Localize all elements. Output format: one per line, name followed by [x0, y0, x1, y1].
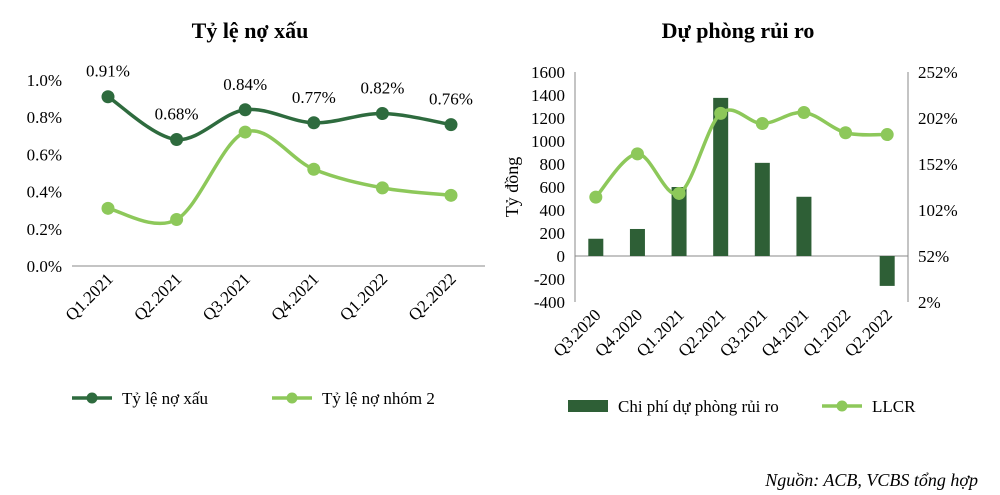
provision-y-tick-label: 400 [540, 201, 566, 220]
npl-data-label: 0.84% [223, 75, 267, 94]
npl-data-point [444, 118, 458, 132]
npl-data-point [101, 201, 115, 215]
provision-bar [588, 238, 604, 256]
npl-y-axis: 0.0% 0.2% 0.4% 0.6% 0.8% 1.0% [27, 71, 62, 276]
npl-x-tick-label: Q1.2021 [62, 269, 117, 324]
llcr-data-point [797, 105, 811, 119]
provision-y-axis-label: Tỷ đồng [502, 157, 522, 218]
npl-legend-label: Tỷ lệ nợ nhóm 2 [322, 389, 435, 408]
npl-data-label: 0.82% [360, 78, 404, 97]
provision-bar [879, 256, 895, 286]
provision-bar [754, 162, 770, 256]
llcr-data-point [714, 106, 728, 120]
provision-y-axis-left: -400 -200 0 200 400 600 800 1000 1200 1400 1600 [531, 63, 565, 312]
llcr-data-point [839, 126, 853, 140]
npl-y-tick-label: 0.6% [27, 145, 62, 164]
npl-legend: Tỷ lệ nợ xấu Tỷ lệ nợ nhóm 2 [72, 389, 435, 408]
llcr-series [589, 105, 894, 204]
npl-y-tick-label: 0.8% [27, 108, 62, 127]
npl-data-point [101, 90, 115, 104]
llcr-data-point [630, 147, 644, 161]
provision-legend-bar-swatch [568, 400, 608, 412]
npl-series-line [107, 129, 452, 226]
provision-y-tick-label: 600 [540, 178, 566, 197]
provision-bar [629, 228, 645, 256]
provision-y-tick-label: 1600 [531, 63, 565, 82]
npl-data-point [238, 103, 252, 117]
npl-y-tick-label: 0.4% [27, 183, 62, 202]
provision-chart: Dự phòng rủi ro Tỷ đồng -400 -200 0 200 400 6… [502, 18, 958, 416]
npl-y-tick-label: 1.0% [27, 71, 62, 90]
provision-y2-tick-label: 252% [918, 63, 958, 82]
provision-y2-tick-label: 102% [918, 201, 958, 220]
npl-series: 0.91% 0.68% 0.84% 0.77% 0.82% 0.76% [86, 62, 473, 226]
npl-data-point [170, 133, 184, 147]
provision-bar [713, 97, 729, 256]
npl-data-point [444, 188, 458, 202]
provision-y2-tick-label: 52% [918, 247, 949, 266]
source-note: Nguồn: ACB, VCBS tổng hợp [764, 470, 978, 490]
provision-y-tick-label: 1000 [531, 132, 565, 151]
provision-bars [588, 97, 895, 286]
provision-y-tick-label: 800 [540, 155, 566, 174]
provision-legend-bar-label: Chi phí dự phòng rủi ro [618, 397, 779, 416]
provision-x-axis: Q3.2020Q4.2020Q1.2021Q2.2021Q3.2021Q4.20… [549, 305, 896, 360]
provision-bar [796, 196, 812, 256]
npl-legend-marker [286, 392, 298, 404]
provision-legend: Chi phí dự phòng rủi ro LLCR [568, 397, 916, 416]
provision-y-tick-label: -200 [534, 270, 565, 289]
npl-data-point [307, 116, 321, 130]
provision-y-tick-label: 0 [557, 247, 566, 266]
npl-legend-label: Tỷ lệ nợ xấu [122, 389, 208, 408]
npl-x-axis: Q1.2021 Q2.2021 Q3.2021 Q4.2021 Q1.2022 Q2.20… [62, 269, 460, 324]
provision-chart-title: Dự phòng rủi ro [662, 18, 815, 43]
npl-x-tick-label: Q4.2021 [267, 269, 322, 324]
npl-x-tick-label: Q2.2021 [130, 269, 185, 324]
npl-y-tick-label: 0.0% [27, 257, 62, 276]
npl-chart-title: Tỷ lệ nợ xấu [192, 18, 309, 43]
npl-x-tick-label: Q3.2021 [199, 269, 254, 324]
npl-data-label: 0.68% [155, 105, 199, 124]
npl-data-label: 0.77% [292, 88, 336, 107]
provision-y2-tick-label: 202% [918, 109, 958, 128]
provision-y-tick-label: 1200 [531, 109, 565, 128]
npl-x-tick-label: Q2.2022 [405, 269, 460, 324]
provision-legend-line-label: LLCR [872, 397, 916, 416]
llcr-data-point [672, 186, 686, 200]
provision-y-axis-right: 2% 52% 102% 152% 202% 252% [918, 63, 958, 312]
provision-legend-marker [836, 400, 848, 412]
provision-y2-tick-label: 2% [918, 293, 941, 312]
npl-data-label: 0.91% [86, 62, 130, 81]
npl-data-point [238, 125, 252, 139]
npl-x-tick-label: Q1.2022 [336, 269, 391, 324]
llcr-data-point [755, 117, 769, 131]
provision-y-tick-label: -400 [534, 293, 565, 312]
npl-data-point [170, 213, 184, 226]
llcr-data-point [589, 190, 603, 204]
npl-data-point [375, 106, 389, 120]
provision-y-tick-label: 1400 [531, 86, 565, 105]
npl-data-label: 0.76% [429, 90, 473, 109]
llcr-data-point [880, 128, 894, 142]
provision-bar [671, 187, 687, 256]
npl-chart: Tỷ lệ nợ xấu 0.0% 0.2% 0.4% 0.6% 0.8% 1.0% Q1… [27, 18, 485, 408]
provision-y-tick-label: 200 [540, 224, 566, 243]
npl-data-point [375, 181, 389, 195]
npl-legend-marker [86, 392, 98, 404]
npl-data-point [307, 162, 321, 176]
provision-y2-tick-label: 152% [918, 155, 958, 174]
npl-y-tick-label: 0.2% [27, 220, 62, 239]
